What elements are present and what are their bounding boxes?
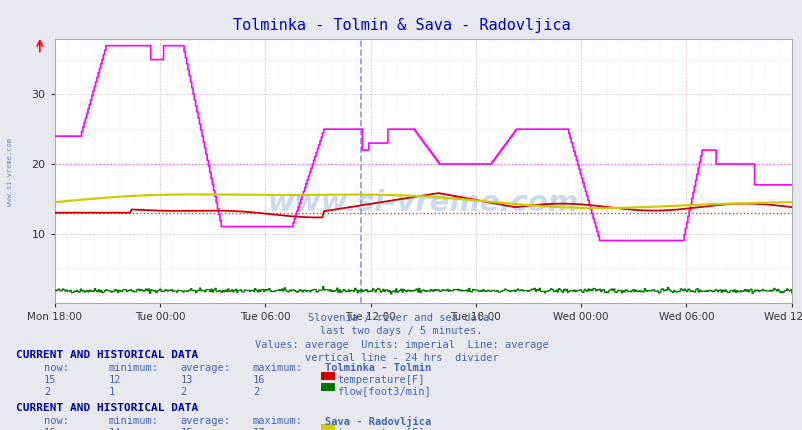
Text: 15: 15 xyxy=(44,375,57,385)
Text: 2: 2 xyxy=(180,387,187,396)
Text: 17: 17 xyxy=(253,428,265,430)
Text: vertical line - 24 hrs  divider: vertical line - 24 hrs divider xyxy=(304,353,498,363)
Text: 2: 2 xyxy=(44,387,51,396)
Text: 13: 13 xyxy=(180,375,193,385)
Text: CURRENT AND HISTORICAL DATA: CURRENT AND HISTORICAL DATA xyxy=(16,350,198,360)
Text: 1: 1 xyxy=(108,387,115,396)
Text: CURRENT AND HISTORICAL DATA: CURRENT AND HISTORICAL DATA xyxy=(16,403,198,413)
Text: 12: 12 xyxy=(108,375,121,385)
Text: minimum:: minimum: xyxy=(108,416,158,426)
Text: 15: 15 xyxy=(180,428,193,430)
Text: Tolminka - Tolmin: Tolminka - Tolmin xyxy=(325,363,431,373)
Text: Slovenia / river and sea data.: Slovenia / river and sea data. xyxy=(307,313,495,323)
Text: temperature[F]: temperature[F] xyxy=(337,375,424,385)
Text: www.si-vreme.com: www.si-vreme.com xyxy=(267,189,578,217)
Text: 16: 16 xyxy=(253,375,265,385)
Text: now:: now: xyxy=(44,416,69,426)
Text: temperature[F]: temperature[F] xyxy=(337,428,424,430)
Text: www.si-vreme.com: www.si-vreme.com xyxy=(7,138,14,206)
Text: flow[foot3/min]: flow[foot3/min] xyxy=(337,387,431,396)
Text: Values: average  Units: imperial  Line: average: Values: average Units: imperial Line: av… xyxy=(254,340,548,350)
Text: 14: 14 xyxy=(108,428,121,430)
Text: maximum:: maximum: xyxy=(253,363,302,373)
Text: 16: 16 xyxy=(44,428,57,430)
Text: average:: average: xyxy=(180,416,230,426)
Text: average:: average: xyxy=(180,363,230,373)
Text: Sava - Radovljica: Sava - Radovljica xyxy=(325,416,431,427)
Text: 2: 2 xyxy=(253,387,259,396)
Text: Tolminka - Tolmin & Sava - Radovljica: Tolminka - Tolmin & Sava - Radovljica xyxy=(233,18,569,33)
Text: maximum:: maximum: xyxy=(253,416,302,426)
Text: now:: now: xyxy=(44,363,69,373)
Text: last two days / 5 minutes.: last two days / 5 minutes. xyxy=(320,326,482,336)
Text: minimum:: minimum: xyxy=(108,363,158,373)
